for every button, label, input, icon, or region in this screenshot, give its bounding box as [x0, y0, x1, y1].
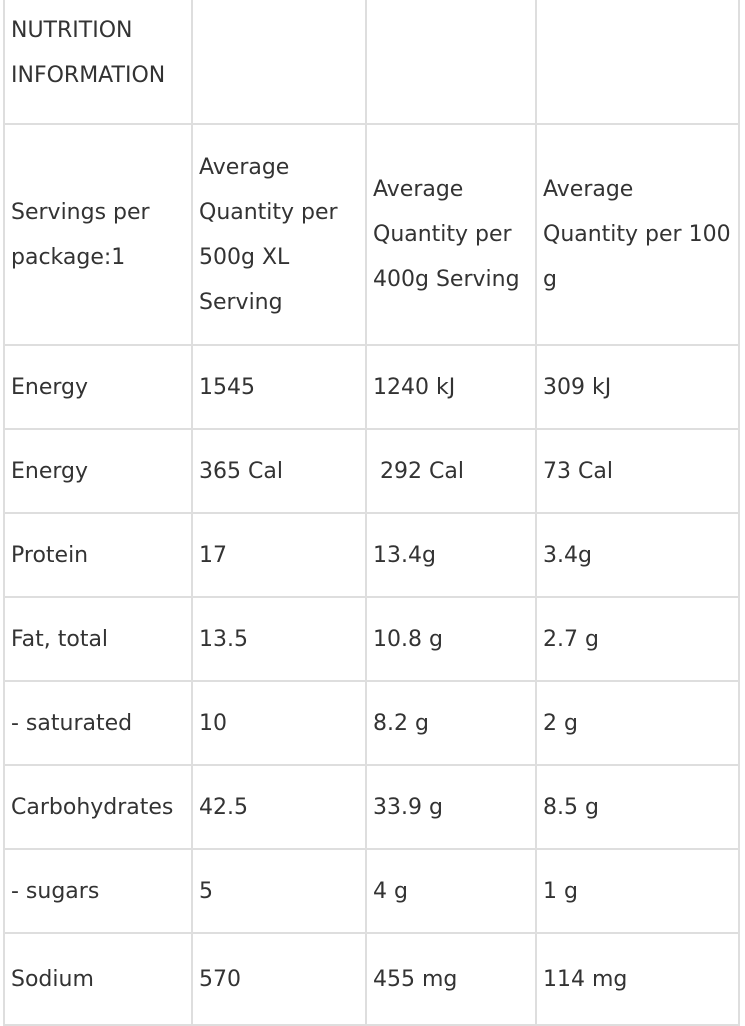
nutrient-name: Protein: [3, 512, 193, 598]
table-row: Protein 17 13.4g 3.4g: [3, 512, 740, 598]
title-row: NUTRITION INFORMATION: [3, 0, 740, 125]
value-per-500g: 1545: [191, 344, 367, 430]
value-per-100g: 114 mg: [535, 932, 740, 1026]
table-row: Energy 365 Cal 292 Cal 73 Cal: [3, 428, 740, 514]
value-per-100g: 2.7 g: [535, 596, 740, 682]
value-per-400g: 8.2 g: [365, 680, 537, 766]
value-per-400g: 33.9 g: [365, 764, 537, 850]
nutrient-name: Energy: [3, 344, 193, 430]
nutrient-name: Fat, total: [3, 596, 193, 682]
value-per-100g: 73 Cal: [535, 428, 740, 514]
value-per-500g: 13.5: [191, 596, 367, 682]
value-per-100g: 3.4g: [535, 512, 740, 598]
header-per-500g: Average Quantity per 500g XL Serving: [191, 123, 367, 346]
value-per-400g: 455 mg: [365, 932, 537, 1026]
value-per-500g: 5: [191, 848, 367, 934]
value-per-500g: 17: [191, 512, 367, 598]
value-per-400g: 10.8 g: [365, 596, 537, 682]
table-row: Energy 1545 1240 kJ 309 kJ: [3, 344, 740, 430]
value-per-100g: 8.5 g: [535, 764, 740, 850]
value-per-400g: 13.4g: [365, 512, 537, 598]
empty-cell: [191, 0, 367, 125]
header-servings: Servings per package:1: [3, 123, 193, 346]
header-per-100g: Average Quantity per 100 g: [535, 123, 740, 346]
empty-cell: [365, 0, 537, 125]
value-per-500g: 42.5: [191, 764, 367, 850]
value-per-100g: 1 g: [535, 848, 740, 934]
header-per-400g: Average Quantity per 400g Serving: [365, 123, 537, 346]
nutrient-name: Carbohydrates: [3, 764, 193, 850]
value-per-400g: 1240 kJ: [365, 344, 537, 430]
nutrition-table-wrapper: NUTRITION INFORMATION Servings per packa…: [3, 0, 740, 1026]
table-row: Fat, total 13.5 10.8 g 2.7 g: [3, 596, 740, 682]
table-row: Sodium 570 455 mg 114 mg: [3, 932, 740, 1026]
nutrient-name: - sugars: [3, 848, 193, 934]
value-per-500g: 10: [191, 680, 367, 766]
nutrient-name: - saturated: [3, 680, 193, 766]
value-per-400g: 4 g: [365, 848, 537, 934]
empty-cell: [535, 0, 740, 125]
nutrition-table: NUTRITION INFORMATION Servings per packa…: [3, 0, 740, 1026]
header-row: Servings per package:1 Average Quantity …: [3, 123, 740, 346]
value-per-100g: 2 g: [535, 680, 740, 766]
value-per-500g: 570: [191, 932, 367, 1026]
value-per-400g: 292 Cal: [365, 428, 537, 514]
nutrient-name: Energy: [3, 428, 193, 514]
table-title: NUTRITION INFORMATION: [3, 0, 193, 125]
value-per-500g: 365 Cal: [191, 428, 367, 514]
value-per-100g: 309 kJ: [535, 344, 740, 430]
nutrient-name: Sodium: [3, 932, 193, 1026]
table-row: Carbohydrates 42.5 33.9 g 8.5 g: [3, 764, 740, 850]
